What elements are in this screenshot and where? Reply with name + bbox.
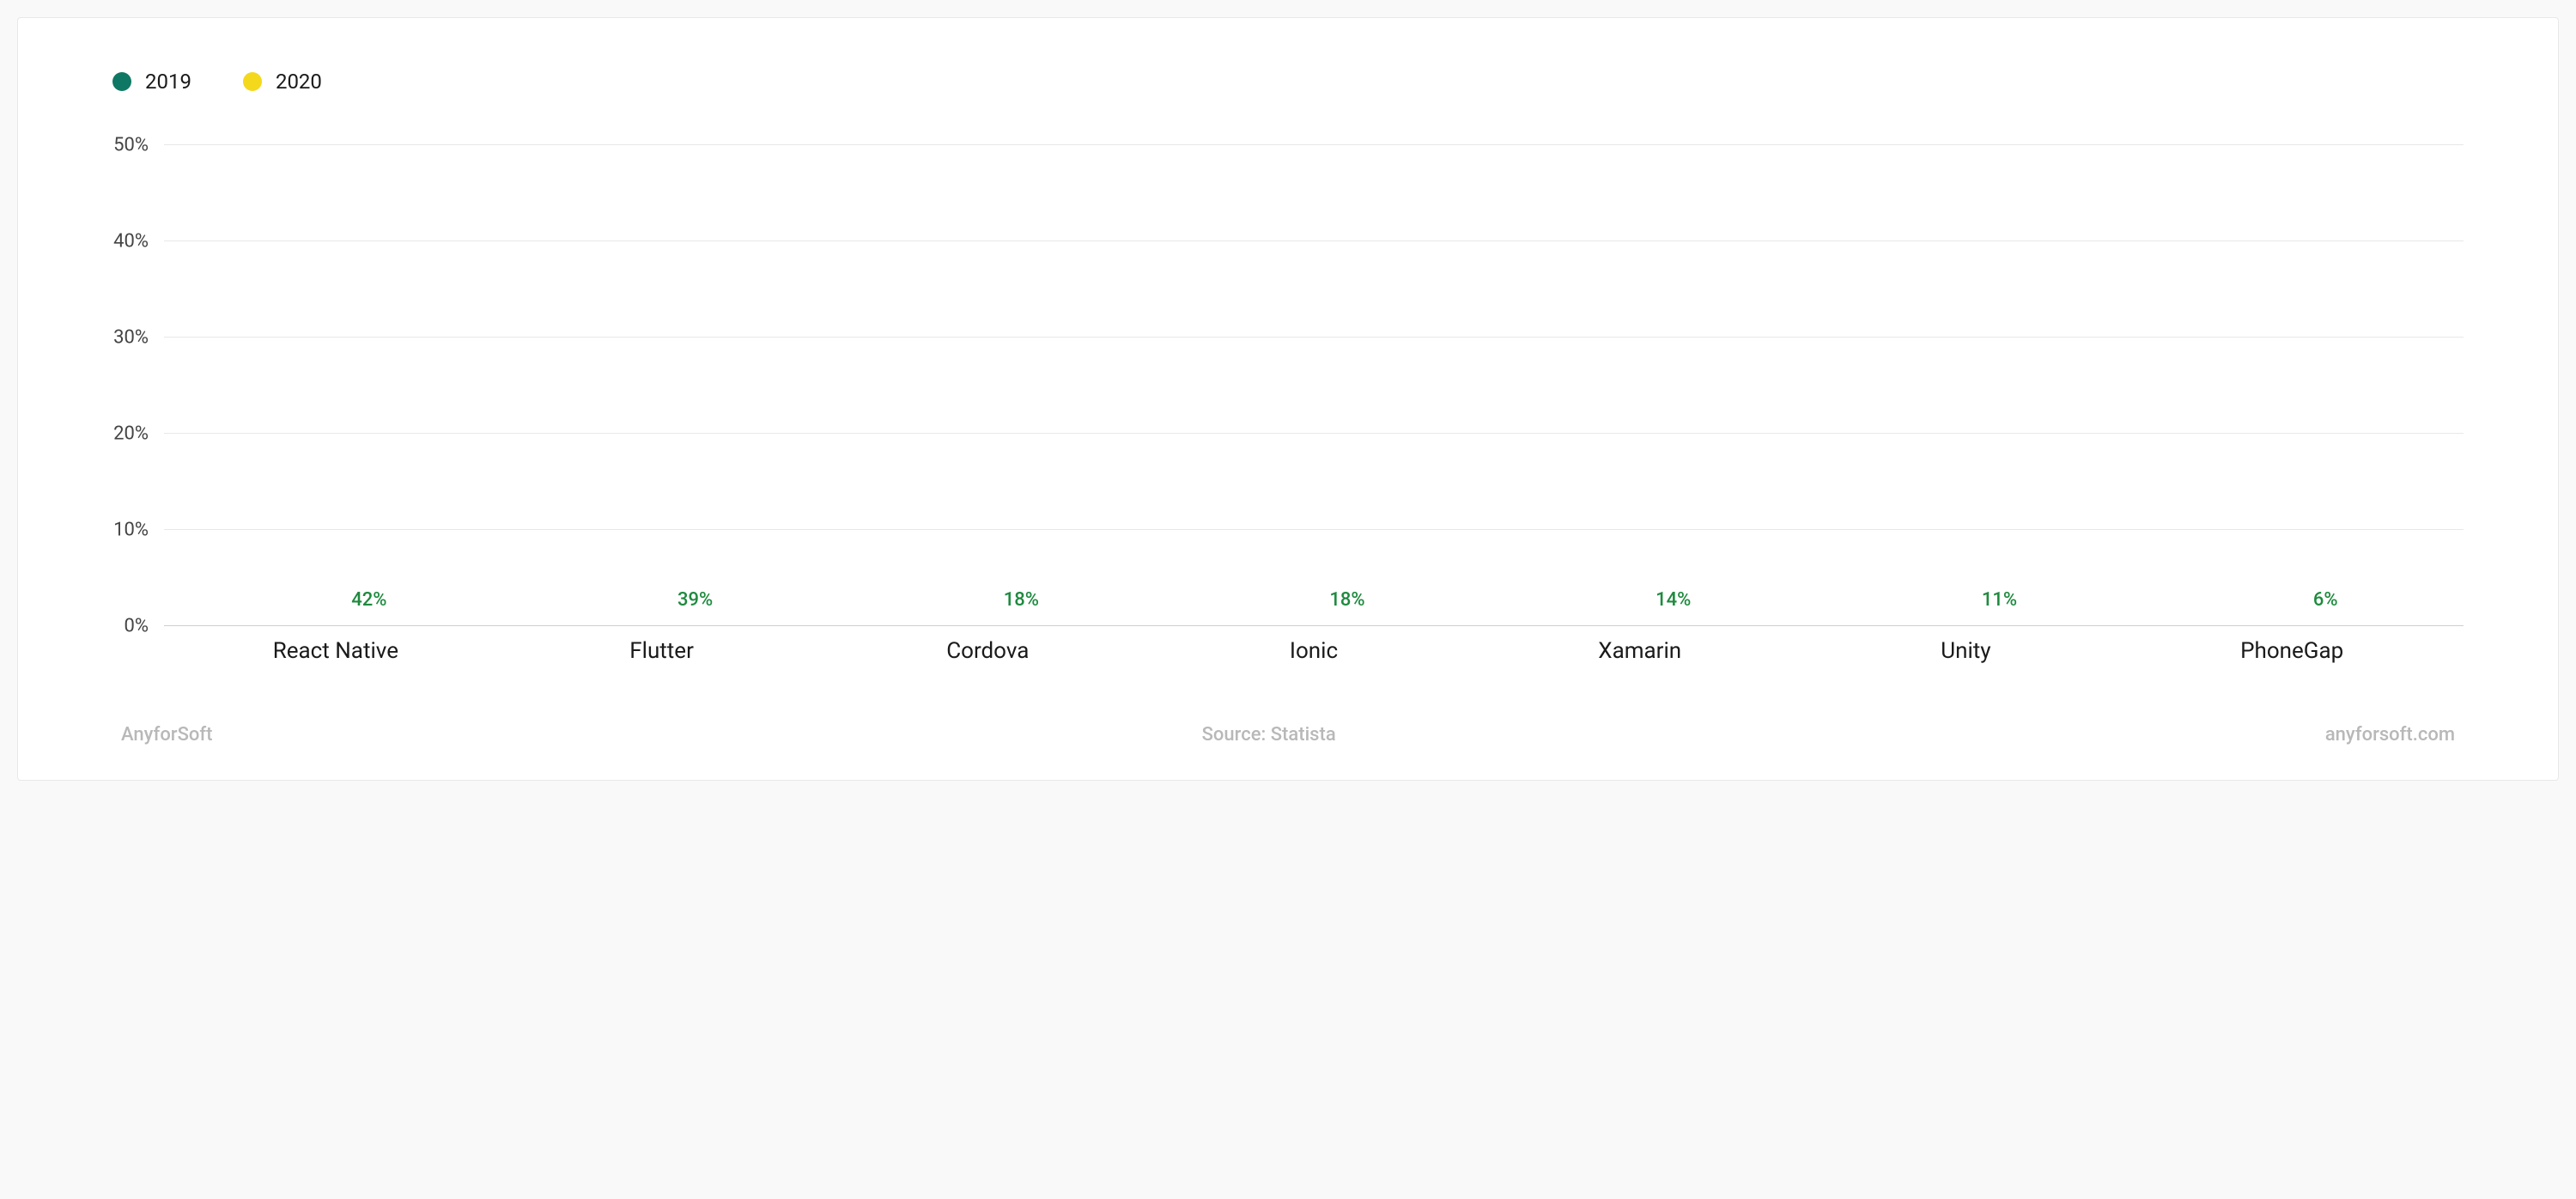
bar-value-label: 39% xyxy=(677,589,713,611)
x-axis-label: Ionic xyxy=(1151,638,1477,664)
y-tick-label: 20% xyxy=(113,423,164,445)
bar-value-label: 29% xyxy=(937,589,972,611)
bar-value-label: 18% xyxy=(1329,589,1364,611)
legend: 2019 2020 xyxy=(112,70,2472,94)
y-tick-label: 30% xyxy=(113,327,164,349)
bar-value-label: 26% xyxy=(1589,589,1624,611)
plot-area: 0%10%20%30%40%50% 42%42%30%39%29%18%28%1… xyxy=(164,145,2464,626)
chart-card: 2019 2020 0% 10% 20% 30% 40% 50% 42% 42% 30% 39%… xyxy=(17,17,2559,781)
x-axis-label: Cordova xyxy=(824,638,1151,664)
x-axis-labels: React NativeFlutterCordovaIonicXamarinUn… xyxy=(164,638,2464,664)
bar-value-label: 11% xyxy=(2241,589,2276,611)
y-tick-label: 50% xyxy=(113,135,164,156)
legend-item-2020: 2020 xyxy=(243,70,322,94)
bar-value-label: 6% xyxy=(2313,589,2338,611)
x-axis-label: React Native xyxy=(173,638,499,664)
x-axis-label: PhoneGap xyxy=(2129,638,2455,664)
bar-value-label: 12% xyxy=(1915,589,1950,611)
footer-left: AnyforSoft xyxy=(121,724,212,746)
x-axis-label: Xamarin xyxy=(1477,638,1803,664)
bar-value-label: 42% xyxy=(284,589,319,611)
bar-value-label: 18% xyxy=(1004,589,1039,611)
bar-value-label: 42% xyxy=(351,589,386,611)
bars-container: 42% 42% 30% 39% 29% 18% 28% 18% 26% 14% 12% 11% 11% 6… xyxy=(164,145,2464,626)
x-axis-label: Flutter xyxy=(499,638,825,664)
bar-value-label: 30% xyxy=(611,589,646,611)
bar-value-label: 11% xyxy=(1982,589,2017,611)
bar-value-label: 28% xyxy=(1262,589,1297,611)
footer: AnyforSoft Source: Statista anyforsoft.c… xyxy=(104,724,2472,746)
x-axis-label: Unity xyxy=(1803,638,2129,664)
legend-item-2019: 2019 xyxy=(112,70,191,94)
y-tick-label: 10% xyxy=(113,520,164,541)
footer-right: anyforsoft.com xyxy=(2325,724,2455,746)
y-tick-label: 40% xyxy=(113,231,164,253)
legend-label-2020: 2020 xyxy=(276,70,322,94)
bar-value-label: 14% xyxy=(1656,589,1691,611)
legend-label-2019: 2019 xyxy=(145,70,191,94)
legend-dot-2019 xyxy=(112,72,131,91)
y-tick-label: 0% xyxy=(125,616,164,637)
legend-dot-2020 xyxy=(243,72,262,91)
footer-center: Source: Statista xyxy=(1202,724,1336,746)
